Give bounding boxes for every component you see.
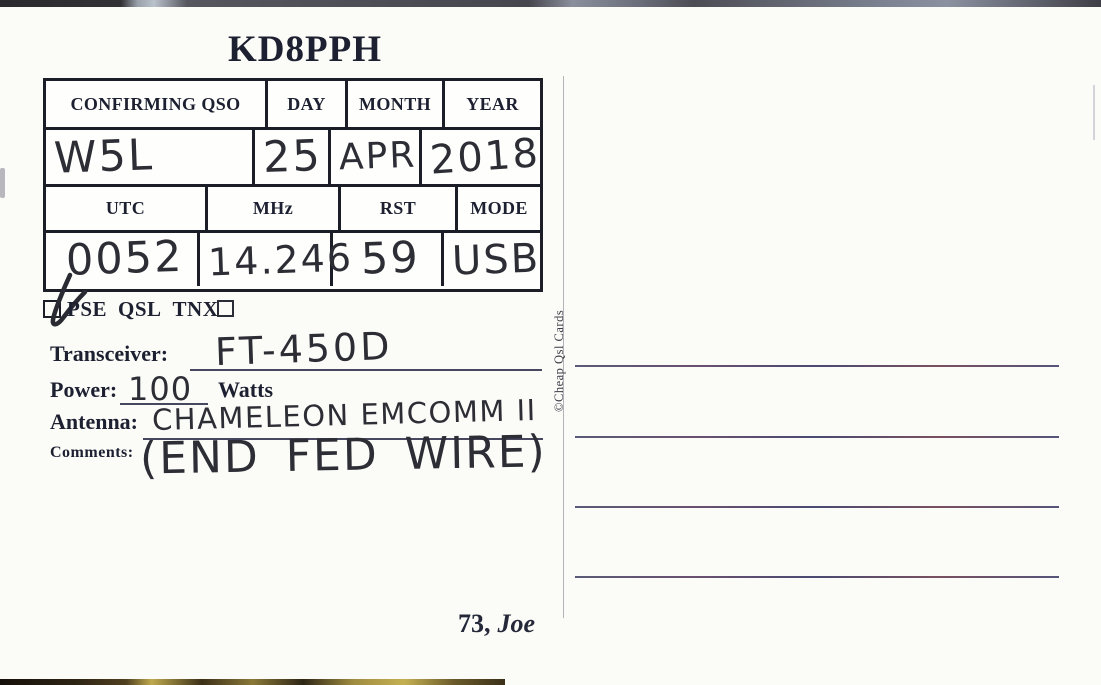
address-line <box>575 365 1059 367</box>
cell-mhz: 14.246 <box>200 233 353 286</box>
center-divider-line <box>563 76 564 618</box>
cell-utc: 0052 <box>46 232 200 286</box>
table-header-row-1: CONFIRMING QSO DAY MONTH YEAR <box>46 81 540 130</box>
handwritten-day: 25 <box>261 130 323 183</box>
handwritten-mode: USB <box>451 234 541 285</box>
header-rst: RST <box>341 187 458 230</box>
table-value-row-1: W5L 25 APR 2018 <box>46 130 542 187</box>
handwritten-year: 2018 <box>428 130 542 184</box>
signature-name: Joe <box>497 609 536 638</box>
antenna-label: Antenna: <box>50 409 139 434</box>
transceiver-line <box>190 369 542 371</box>
handwritten-transceiver: FT-450D <box>214 323 394 375</box>
handwritten-comments: (END FED WIRE) <box>139 426 548 485</box>
checkmark-icon <box>50 272 88 327</box>
scan-artifact-bottom <box>0 679 505 685</box>
handwritten-month: APR <box>337 134 417 179</box>
comments-label: Comments: <box>50 444 134 461</box>
header-month: MONTH <box>348 81 445 127</box>
table-header-row-2: UTC MHz RST MODE <box>46 187 540 233</box>
watts-label: Watts <box>218 377 273 402</box>
tnx-label: TNX <box>172 297 219 321</box>
copyright-text: ©Cheap Qsl Cards <box>552 309 566 412</box>
handwritten-rst: 59 <box>359 232 421 285</box>
address-line <box>575 506 1059 508</box>
cell-confirming-qso: W5L <box>46 130 255 184</box>
handwritten-callsign: W5L <box>53 129 155 184</box>
signature-prefix: 73, <box>458 609 491 638</box>
address-line <box>575 576 1059 578</box>
scan-artifact-top <box>0 0 1101 7</box>
cell-day: 25 <box>255 130 331 184</box>
tnx-checkbox <box>217 300 234 317</box>
table-value-row-2: 0052 14.246 59 USB <box>46 232 541 286</box>
header-mhz: MHz <box>208 187 341 230</box>
header-day: DAY <box>268 81 348 127</box>
qsl-label: QSL <box>118 297 162 321</box>
checkbox-labels: PSE QSL TNX <box>67 297 229 322</box>
qso-table: CONFIRMING QSO DAY MONTH YEAR W5L 25 APR… <box>43 78 543 292</box>
callsign-title: KD8PPH <box>228 29 382 70</box>
header-utc: UTC <box>46 187 208 230</box>
pse-label: PSE <box>67 297 108 321</box>
antenna-line <box>143 438 543 440</box>
address-line <box>575 436 1059 438</box>
signature: 73, Joe <box>458 609 535 639</box>
power-label: Power: <box>50 377 118 402</box>
transceiver-label: Transceiver: <box>50 341 169 366</box>
header-year: YEAR <box>466 93 519 114</box>
header-mode: MODE <box>470 198 528 218</box>
handwritten-mhz: 14.246 <box>206 234 354 285</box>
handwritten-power: 100 <box>128 370 193 408</box>
header-confirming-qso: CONFIRMING QSO <box>46 81 268 127</box>
cell-month: APR <box>331 130 423 184</box>
scan-artifact-left <box>0 168 5 198</box>
cell-mode: USB <box>444 233 541 286</box>
scan-artifact-right <box>1093 85 1095 140</box>
cell-year: 2018 <box>422 130 542 184</box>
cell-rst: 59 <box>333 233 444 286</box>
power-line <box>120 403 208 405</box>
